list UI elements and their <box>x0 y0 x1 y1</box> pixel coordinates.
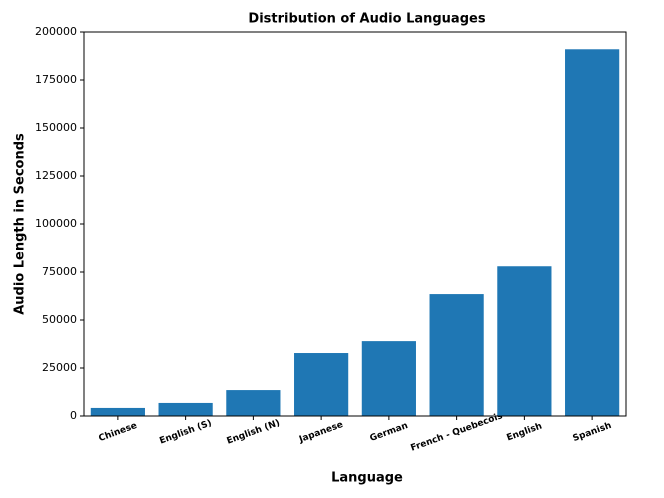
bar <box>497 266 552 416</box>
x-axis-label: Language <box>331 471 403 486</box>
y-tick-label: 175000 <box>35 73 77 86</box>
x-tick-label: Japanese <box>297 420 345 445</box>
x-tick-label: Spanish <box>572 421 613 444</box>
y-axis-label: Audio Length in Seconds <box>13 133 28 315</box>
bar <box>158 402 213 416</box>
y-tick-label: 75000 <box>42 265 77 278</box>
x-tick-label: English <box>505 421 543 443</box>
x-tick-label: Chinese <box>98 421 139 444</box>
chart-title: Distribution of Audio Languages <box>248 12 485 27</box>
bar <box>226 390 281 416</box>
y-tick-label: 200000 <box>35 25 77 38</box>
bar <box>361 341 416 416</box>
plot-frame <box>83 31 627 417</box>
x-tick-label: German <box>369 421 410 444</box>
y-tick-label: 25000 <box>42 361 77 374</box>
bar <box>294 353 349 416</box>
bar <box>90 407 145 416</box>
x-tick-label: English (S) <box>158 418 213 446</box>
y-tick-label: 0 <box>70 409 77 422</box>
y-tick-label: 50000 <box>42 313 77 326</box>
bar <box>429 294 484 416</box>
y-tick-label: 125000 <box>35 169 77 182</box>
y-tick-label: 150000 <box>35 121 77 134</box>
bar <box>565 49 620 416</box>
x-tick-label: English (N) <box>226 418 282 446</box>
y-tick-label: 100000 <box>35 217 77 230</box>
